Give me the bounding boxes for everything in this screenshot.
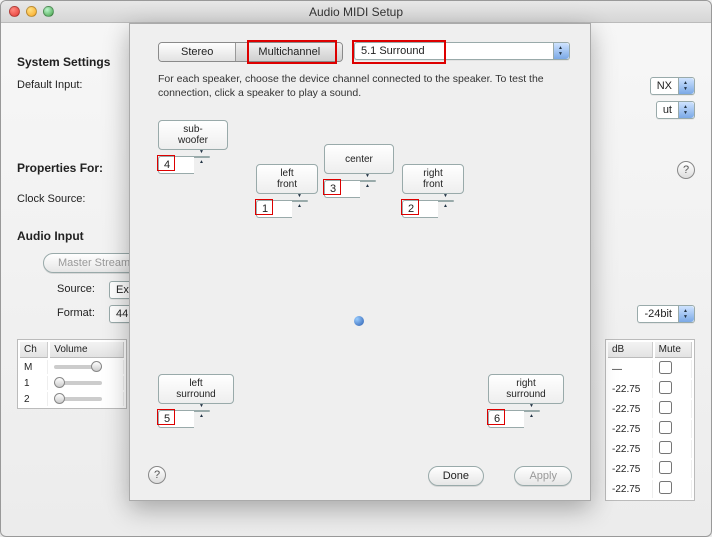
speaker-left-surround-button[interactable]: left surround bbox=[158, 374, 234, 404]
speaker-subwoofer: sub- woofer 4 bbox=[158, 120, 228, 174]
volume-slider-2[interactable] bbox=[54, 397, 102, 401]
system-settings-label: System Settings bbox=[17, 55, 110, 69]
done-button[interactable]: Done bbox=[428, 466, 484, 486]
stepper-icon[interactable] bbox=[194, 410, 210, 412]
db-3: -22.75 bbox=[608, 420, 653, 438]
highlight-left-front bbox=[255, 199, 273, 215]
row-2: 2 bbox=[20, 392, 48, 406]
speaker-left-front-button[interactable]: left front bbox=[256, 164, 318, 194]
highlight-left-surround bbox=[157, 409, 175, 425]
channel-table-left: ChVolume M 1 2 bbox=[17, 339, 127, 409]
mute-6[interactable] bbox=[659, 481, 672, 494]
speaker-right-surround: right surround 6 bbox=[488, 374, 564, 428]
highlight-right-front bbox=[401, 199, 419, 215]
audio-input-label: Audio Input bbox=[17, 229, 84, 243]
mute-2[interactable] bbox=[659, 401, 672, 414]
highlight-center bbox=[323, 179, 341, 195]
bg-right-value-2: ut bbox=[657, 104, 678, 116]
speaker-right-surround-button[interactable]: right surround bbox=[488, 374, 564, 404]
speaker-left-front: left front 1 bbox=[256, 164, 318, 218]
stepper-icon[interactable] bbox=[678, 102, 694, 118]
highlight-right-surround bbox=[487, 409, 505, 425]
speaker-right-front: right front 2 bbox=[402, 164, 464, 218]
channel-table-right: dBMute — -22.75 -22.75 -22.75 -22.75 -22… bbox=[605, 339, 695, 501]
default-input-label: Default Input: bbox=[17, 79, 82, 91]
listener-icon bbox=[354, 316, 364, 326]
speaker-center: center 3 bbox=[324, 144, 394, 198]
help-icon[interactable]: ? bbox=[677, 161, 695, 179]
bg-right-format-popup[interactable]: -24bit bbox=[637, 305, 695, 323]
stepper-icon[interactable] bbox=[678, 78, 694, 94]
apply-label: Apply bbox=[529, 470, 557, 482]
stepper-icon[interactable] bbox=[524, 410, 540, 412]
mute-1[interactable] bbox=[659, 381, 672, 394]
format-label: Format: bbox=[57, 307, 95, 319]
col-ch: Ch bbox=[20, 342, 48, 358]
speaker-center-button[interactable]: center bbox=[324, 144, 394, 174]
db-5: -22.75 bbox=[608, 460, 653, 478]
done-label: Done bbox=[443, 470, 469, 482]
volume-slider-1[interactable] bbox=[54, 381, 102, 385]
volume-slider-m[interactable] bbox=[54, 365, 102, 369]
highlight-multichannel bbox=[247, 40, 337, 64]
highlight-subwoofer bbox=[157, 155, 175, 171]
db-1: -22.75 bbox=[608, 380, 653, 398]
row-1: 1 bbox=[20, 376, 48, 390]
stepper-icon[interactable] bbox=[360, 180, 376, 182]
stepper-icon[interactable] bbox=[678, 306, 694, 322]
mute-3[interactable] bbox=[659, 421, 672, 434]
highlight-config bbox=[352, 40, 446, 64]
speaker-config-sheet: Stereo Multichannel 5.1 Surround For eac… bbox=[129, 23, 591, 501]
bg-right-popup-1[interactable]: NX bbox=[650, 77, 695, 95]
bg-right-popup-2[interactable]: ut bbox=[656, 101, 695, 119]
window: Audio MIDI Setup System Settings Default… bbox=[0, 0, 712, 537]
seg-stereo[interactable]: Stereo bbox=[159, 43, 236, 61]
speaker-subwoofer-button[interactable]: sub- woofer bbox=[158, 120, 228, 150]
source-label: Source: bbox=[57, 283, 95, 295]
db-0: — bbox=[608, 360, 653, 378]
master-stream-label: Master Stream bbox=[58, 257, 130, 269]
mute-4[interactable] bbox=[659, 441, 672, 454]
speaker-right-front-button[interactable]: right front bbox=[402, 164, 464, 194]
properties-for-label: Properties For: bbox=[17, 161, 103, 175]
db-2: -22.75 bbox=[608, 400, 653, 418]
bg-right-format-value: -24bit bbox=[638, 308, 678, 320]
mute-0[interactable] bbox=[659, 361, 672, 374]
clock-source-label: Clock Source: bbox=[17, 193, 85, 205]
bg-right-value-1: NX bbox=[651, 80, 678, 92]
col-mute: Mute bbox=[655, 342, 692, 358]
db-4: -22.75 bbox=[608, 440, 653, 458]
mute-5[interactable] bbox=[659, 461, 672, 474]
col-volume: Volume bbox=[50, 342, 124, 358]
window-title: Audio MIDI Setup bbox=[1, 5, 711, 19]
apply-button[interactable]: Apply bbox=[514, 466, 572, 486]
instructions: For each speaker, choose the device chan… bbox=[158, 72, 570, 100]
db-6: -22.75 bbox=[608, 480, 653, 498]
stepper-icon[interactable] bbox=[438, 200, 454, 202]
titlebar: Audio MIDI Setup bbox=[1, 1, 711, 23]
stepper-icon[interactable] bbox=[194, 156, 210, 158]
stepper-icon[interactable] bbox=[292, 200, 308, 202]
col-db: dB bbox=[608, 342, 653, 358]
stepper-icon[interactable] bbox=[553, 43, 569, 59]
sheet-help-icon[interactable]: ? bbox=[148, 466, 166, 484]
speaker-left-surround: left surround 5 bbox=[158, 374, 234, 428]
row-m: M bbox=[20, 360, 48, 374]
